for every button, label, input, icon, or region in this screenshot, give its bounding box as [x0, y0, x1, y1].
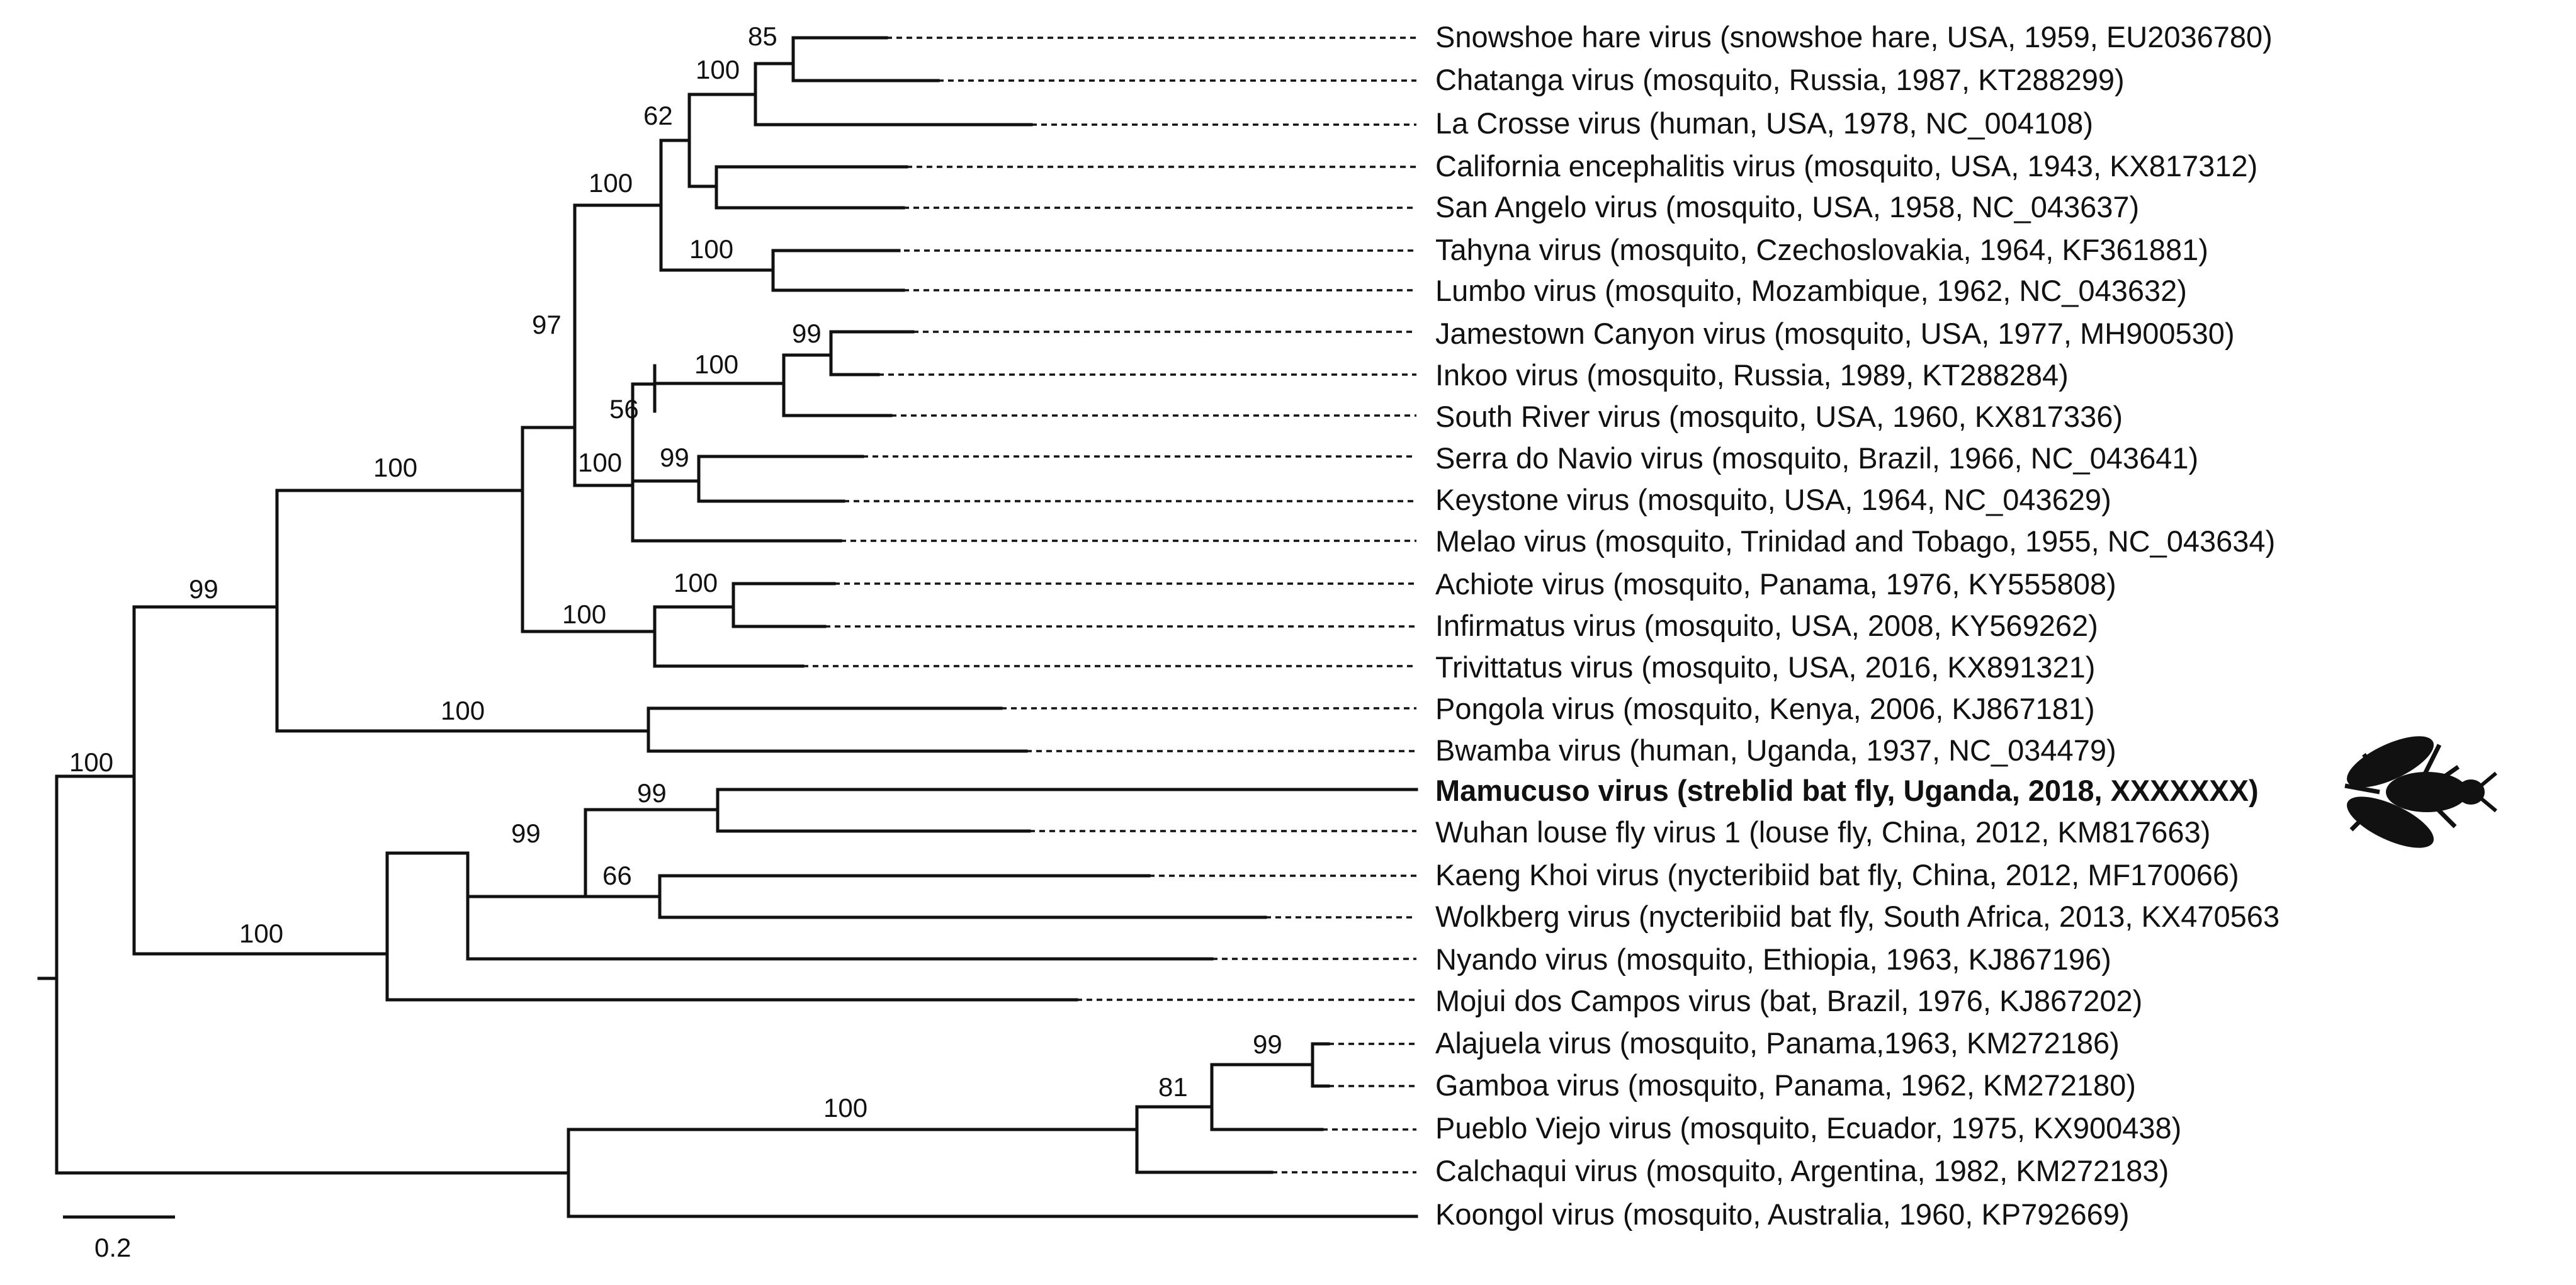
bootstrap-value: 99	[511, 818, 541, 848]
tree-leader-lines	[773, 37, 1416, 1174]
taxon-label: Alajuela virus (mosquito, Panama,1963, K…	[1435, 1026, 2120, 1060]
taxon-label: La Crosse virus (human, USA, 1978, NC_00…	[1435, 106, 2093, 140]
taxon-label: San Angelo virus (mosquito, USA, 1958, N…	[1435, 190, 2139, 224]
bootstrap-value: 100	[578, 448, 622, 477]
bootstrap-value: 56	[609, 394, 639, 424]
scale-bar: 0.2	[63, 1215, 175, 1262]
bootstrap-value: 100	[239, 919, 283, 948]
bootstrap-value: 62	[643, 101, 673, 130]
bootstrap-value: 97	[532, 310, 562, 339]
bootstrap-value: 100	[694, 349, 738, 379]
bootstrap-value: 100	[562, 599, 606, 629]
tree-branches	[37, 36, 1418, 1218]
taxon-label: Lumbo virus (mosquito, Mozambique, 1962,…	[1435, 274, 2187, 307]
bootstrap-value: 100	[373, 453, 417, 482]
taxon-label: Kaeng Khoi virus (nycteribiid bat fly, C…	[1435, 858, 2239, 892]
taxon-label: Serra do Navio virus (mosquito, Brazil, …	[1435, 441, 2198, 475]
bootstrap-value: 99	[189, 574, 218, 604]
taxon-label: Calchaqui virus (mosquito, Argentina, 19…	[1435, 1154, 2169, 1187]
taxon-label: Chatanga virus (mosquito, Russia, 1987, …	[1435, 63, 2125, 96]
bootstrap-value: 100	[689, 234, 733, 264]
bootstrap-value: 100	[823, 1093, 867, 1123]
scale-bar-label: 0.2	[94, 1233, 131, 1262]
taxon-label: Wolkberg virus (nycteribiid bat fly, Sou…	[1435, 900, 2279, 933]
bootstrap-value: 100	[441, 696, 485, 725]
taxon-label: Jamestown Canyon virus (mosquito, USA, 1…	[1435, 317, 2235, 350]
bootstrap-value: 99	[792, 319, 822, 348]
taxon-label: South River virus (mosquito, USA, 1960, …	[1435, 400, 2123, 433]
taxon-label: Keystone virus (mosquito, USA, 1964, NC_…	[1435, 483, 2111, 516]
bootstrap-value: 66	[602, 861, 632, 890]
taxon-label: Infirmatus virus (mosquito, USA, 2008, K…	[1435, 609, 2098, 642]
taxon-label: Inkoo virus (mosquito, Russia, 1989, KT2…	[1435, 358, 2069, 392]
taxon-label: Mojui dos Campos virus (bat, Brazil, 197…	[1435, 984, 2142, 1017]
bootstrap-value: 99	[1253, 1029, 1282, 1059]
bootstrap-value: 100	[589, 168, 633, 198]
bootstrap-value: 81	[1158, 1072, 1188, 1102]
bootstrap-values: 85 100 62 100 100 99 100 56 100 99 97 10…	[69, 21, 1282, 1123]
taxon-label: Nyando virus (mosquito, Ethiopia, 1963, …	[1435, 943, 2111, 976]
taxon-label: Wuhan louse fly virus 1 (louse fly, Chin…	[1435, 815, 2210, 849]
taxon-label: Snowshoe hare virus (snowshoe hare, USA,…	[1435, 20, 2273, 54]
bootstrap-value: 100	[696, 55, 740, 84]
taxon-label: Trivittatus virus (mosquito, USA, 2016, …	[1435, 650, 2095, 684]
taxon-label: Pongola virus (mosquito, Kenya, 2006, KJ…	[1435, 692, 2095, 725]
taxon-labels: Snowshoe hare virus (snowshoe hare, USA,…	[1435, 20, 2279, 1231]
taxon-label: Gamboa virus (mosquito, Panama, 1962, KM…	[1435, 1068, 2136, 1102]
bootstrap-value: 99	[637, 778, 667, 808]
taxon-label: Melao virus (mosquito, Trinidad and Toba…	[1435, 524, 2275, 558]
bat-fly-icon	[2344, 736, 2497, 848]
taxon-label: Pueblo Viejo virus (mosquito, Ecuador, 1…	[1435, 1111, 2181, 1145]
taxon-label-highlight: Mamucuso virus (streblid bat fly, Uganda…	[1435, 774, 2259, 807]
taxon-label: Tahyna virus (mosquito, Czechoslovakia, …	[1435, 233, 2208, 266]
taxon-label: Achiote virus (mosquito, Panama, 1976, K…	[1435, 567, 2116, 601]
taxon-label: Bwamba virus (human, Uganda, 1937, NC_03…	[1435, 733, 2116, 767]
bootstrap-value: 100	[674, 568, 718, 597]
taxon-label: Koongol virus (mosquito, Australia, 1960…	[1435, 1197, 2130, 1231]
bootstrap-value: 100	[69, 747, 113, 777]
taxon-label: California encephalitis virus (mosquito,…	[1435, 149, 2257, 183]
bootstrap-value: 99	[660, 443, 689, 472]
bootstrap-value: 85	[748, 21, 777, 51]
